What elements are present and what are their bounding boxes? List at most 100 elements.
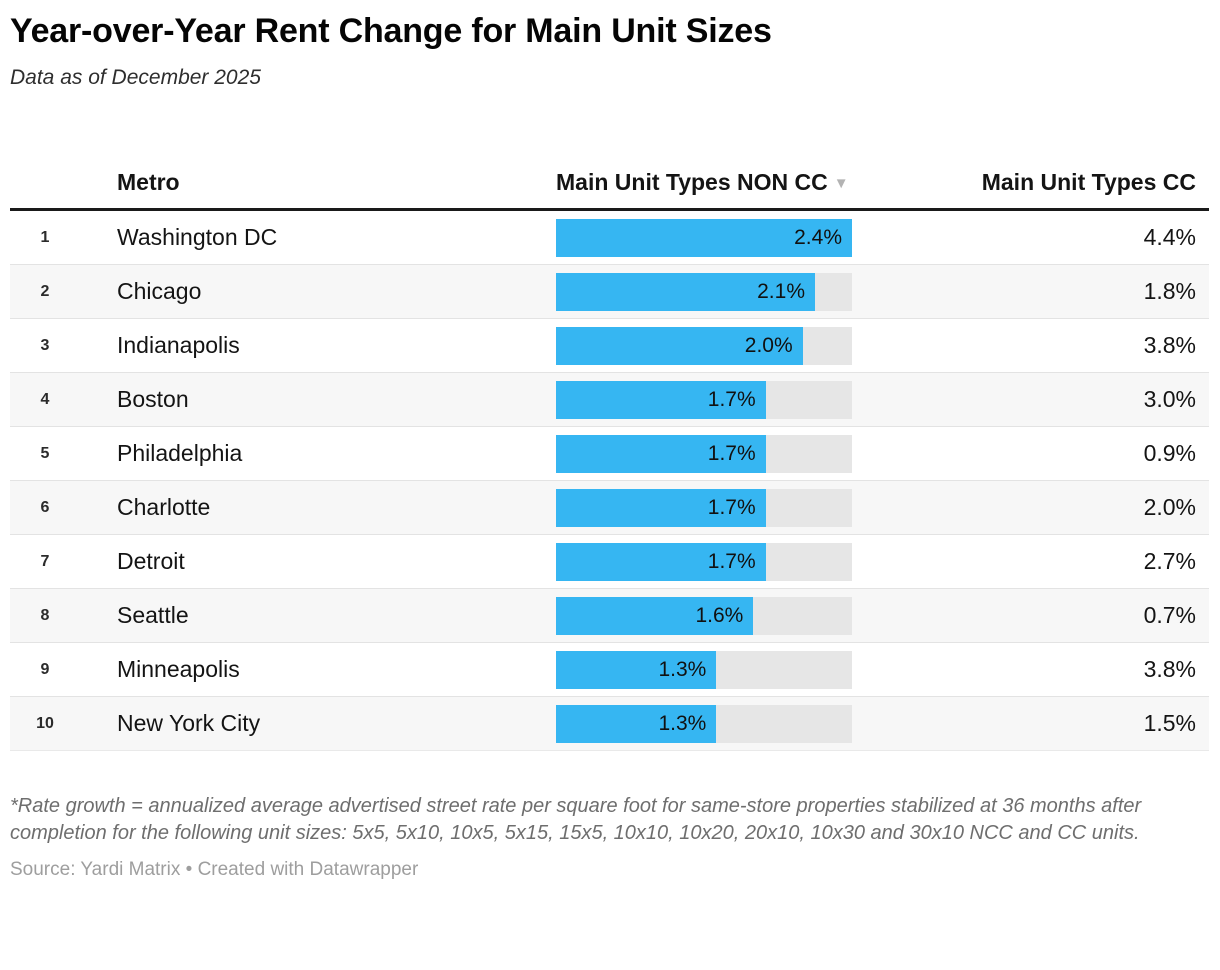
row-rank: 6 xyxy=(40,498,50,516)
row-rank: 2 xyxy=(40,282,50,300)
rank-cell: 3 xyxy=(10,337,117,355)
bar-value-label: 2.1% xyxy=(757,279,805,303)
bar-track: 1.3% xyxy=(556,704,852,743)
table-row: 6 Charlotte 1.7% 2.0% xyxy=(10,481,1209,536)
cc-value: 4.4% xyxy=(1143,224,1196,251)
bar-cell: 1.3% xyxy=(556,650,852,689)
cc-value: 2.0% xyxy=(1143,494,1196,521)
column-header-non-cc[interactable]: Main Unit Types NON CC ▼ xyxy=(556,168,852,196)
bar-track: 1.7% xyxy=(556,380,852,419)
row-rank: 3 xyxy=(40,336,50,354)
sort-descending-icon[interactable]: ▼ xyxy=(833,175,849,193)
bar-track: 2.0% xyxy=(556,326,852,365)
column-header-non-cc-label: Main Unit Types NON CC xyxy=(556,169,828,196)
metro-cell: Washington DC xyxy=(117,224,278,251)
cc-value: 3.0% xyxy=(1143,386,1196,413)
metro-cell: Indianapolis xyxy=(117,332,240,359)
bar-track: 1.3% xyxy=(556,650,852,689)
cc-value: 3.8% xyxy=(1143,332,1196,359)
non-cc-bar: 2.4% xyxy=(556,218,852,257)
page-title: Year-over-Year Rent Change for Main Unit… xyxy=(10,12,772,50)
bar-cell: 1.3% xyxy=(556,704,852,743)
bar-track: 2.1% xyxy=(556,272,852,311)
bar-cell: 2.4% xyxy=(556,218,852,257)
bar-value-label: 1.7% xyxy=(707,495,756,519)
cc-value: 1.5% xyxy=(1143,710,1196,737)
bar-value-label: 1.7% xyxy=(707,387,756,411)
table-row: 4 Boston 1.7% 3.0% xyxy=(10,373,1209,428)
non-cc-bar: 1.7% xyxy=(556,542,766,581)
row-rank: 8 xyxy=(40,606,50,624)
rank-cell: 9 xyxy=(10,661,117,679)
row-rank: 7 xyxy=(40,552,50,570)
non-cc-bar: 1.7% xyxy=(556,434,766,473)
table-row: 2 Chicago 2.1% 1.8% xyxy=(10,265,1209,320)
rank-cell: 4 xyxy=(10,391,117,409)
bar-value-label: 1.3% xyxy=(658,657,707,681)
bar-cell: 2.0% xyxy=(556,326,852,365)
bar-cell: 1.7% xyxy=(556,380,852,419)
cc-value: 0.7% xyxy=(1143,602,1196,629)
rank-cell: 5 xyxy=(10,445,117,463)
row-rank: 4 xyxy=(40,390,50,408)
source-line: Source: Yardi Matrix • Created with Data… xyxy=(10,859,419,881)
bar-value-label: 1.3% xyxy=(658,711,707,735)
column-header-cc[interactable]: Main Unit Types CC xyxy=(981,169,1196,196)
non-cc-bar: 1.6% xyxy=(556,596,754,635)
table-row: 7 Detroit 1.7% 2.7% xyxy=(10,535,1209,590)
row-rank: 9 xyxy=(40,660,50,678)
metro-cell: New York City xyxy=(117,710,261,737)
table-row: 3 Indianapolis 2.0% 3.8% xyxy=(10,319,1209,374)
bar-value-label: 2.0% xyxy=(744,333,793,357)
table-header: Metro Main Unit Types NON CC ▼ Main Unit … xyxy=(10,168,1209,212)
table-row: 8 Seattle 1.6% 0.7% xyxy=(10,589,1209,644)
bar-value-label: 2.4% xyxy=(794,225,842,249)
table-row: 1 Washington DC 2.4% 4.4% xyxy=(10,211,1209,266)
bar-track: 1.7% xyxy=(556,542,852,581)
bar-track: 1.7% xyxy=(556,488,852,527)
metro-cell: Charlotte xyxy=(117,494,211,521)
bar-value-label: 1.7% xyxy=(707,441,756,465)
cc-value: 1.8% xyxy=(1143,278,1196,305)
table-row: 9 Minneapolis 1.3% 3.8% xyxy=(10,643,1209,698)
page-subtitle: Data as of December 2025 xyxy=(10,66,261,90)
bar-track: 1.7% xyxy=(556,434,852,473)
rank-cell: 7 xyxy=(10,553,117,571)
table-row: 5 Philadelphia 1.7% 0.9% xyxy=(10,427,1209,482)
metro-cell: Detroit xyxy=(117,548,185,575)
table-body: 1 Washington DC 2.4% 4.4% 2 Chicago 2.1%… xyxy=(10,211,1209,752)
table-row: 10 New York City 1.3% 1.5% xyxy=(10,697,1209,752)
non-cc-bar: 1.7% xyxy=(556,380,766,419)
column-header-metro[interactable]: Metro xyxy=(117,169,180,196)
row-rank: 1 xyxy=(40,228,50,246)
non-cc-bar: 1.3% xyxy=(556,650,717,689)
bar-cell: 1.6% xyxy=(556,596,852,635)
metro-cell: Philadelphia xyxy=(117,440,243,467)
metro-cell: Seattle xyxy=(117,602,189,629)
bar-cell: 1.7% xyxy=(556,542,852,581)
bar-cell: 2.1% xyxy=(556,272,852,311)
row-rank: 10 xyxy=(36,714,54,732)
bar-track: 1.6% xyxy=(556,596,852,635)
cc-value: 0.9% xyxy=(1143,440,1196,467)
non-cc-bar: 1.7% xyxy=(556,488,766,527)
non-cc-bar: 2.0% xyxy=(556,326,803,365)
footnote: *Rate growth = annualized average advert… xyxy=(10,795,1142,845)
metro-cell: Minneapolis xyxy=(117,656,240,683)
rank-cell: 2 xyxy=(10,283,117,301)
rank-cell: 10 xyxy=(10,715,117,733)
rank-cell: 1 xyxy=(10,229,117,247)
bar-value-label: 1.6% xyxy=(695,603,744,627)
metro-cell: Chicago xyxy=(117,278,202,305)
rank-cell: 6 xyxy=(10,499,117,517)
non-cc-bar: 2.1% xyxy=(556,272,815,311)
bar-track: 2.4% xyxy=(556,218,852,257)
bar-cell: 1.7% xyxy=(556,434,852,473)
rank-cell: 8 xyxy=(10,607,117,625)
cc-value: 2.7% xyxy=(1143,548,1196,575)
bar-value-label: 1.7% xyxy=(707,549,756,573)
cc-value: 3.8% xyxy=(1143,656,1196,683)
row-rank: 5 xyxy=(40,444,50,462)
metro-cell: Boston xyxy=(117,386,189,413)
